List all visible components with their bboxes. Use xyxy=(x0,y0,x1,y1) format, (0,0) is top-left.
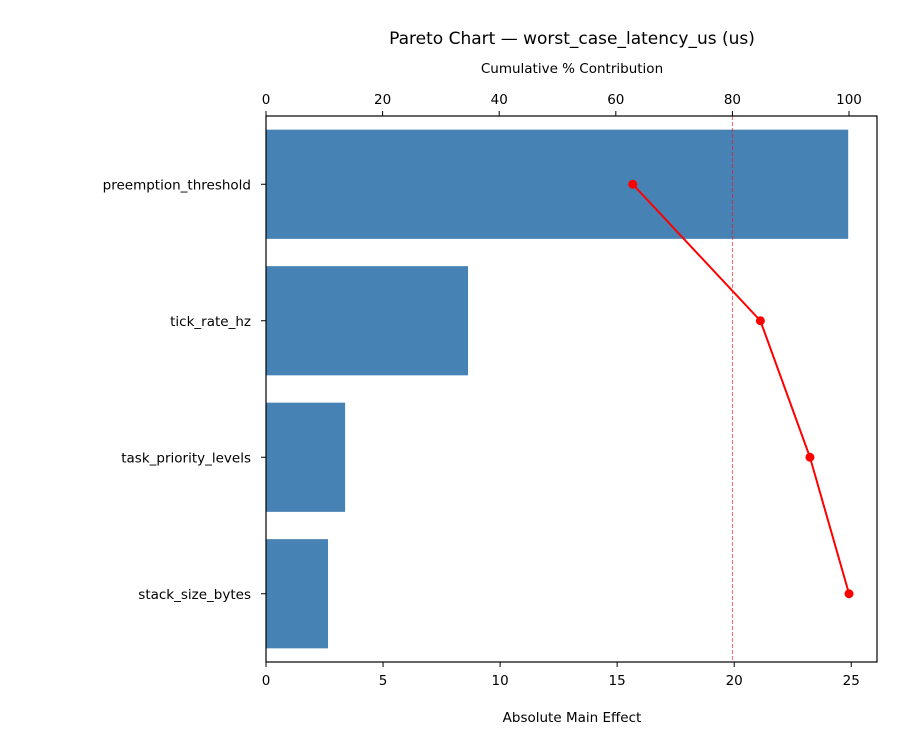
bottom-tick-label: 10 xyxy=(492,673,509,689)
y-tick-label: task_priority_levels xyxy=(121,450,251,466)
cumulative-line xyxy=(628,179,854,599)
bottom-tick-label: 15 xyxy=(609,673,626,689)
y-tick-label: stack_size_bytes xyxy=(138,587,251,603)
bottom-axis-label: Absolute Main Effect xyxy=(503,710,642,726)
top-tick-label: 60 xyxy=(607,92,624,108)
bottom-tick-label: 25 xyxy=(843,673,860,689)
cumulative-point xyxy=(844,589,854,599)
bottom-tick-label: 5 xyxy=(379,673,388,689)
bottom-axis-ticks: 0 5 10 15 20 25 xyxy=(262,662,860,689)
plot-frame xyxy=(265,115,878,663)
bar-tick-rate-hz xyxy=(266,266,469,376)
top-axis-label: Cumulative % Contribution xyxy=(481,61,663,77)
chart-title: Pareto Chart — worst_case_latency_us (us… xyxy=(389,29,755,49)
cumulative-point xyxy=(628,179,638,189)
bar-task-priority-levels xyxy=(266,402,346,512)
bottom-tick-label: 20 xyxy=(726,673,743,689)
y-tick-label: tick_rate_hz xyxy=(170,314,251,330)
top-tick-label: 40 xyxy=(491,92,508,108)
top-tick-label: 80 xyxy=(724,92,741,108)
bar-stack-size-bytes xyxy=(266,539,329,649)
bars xyxy=(266,129,849,649)
top-tick-label: 0 xyxy=(262,92,271,108)
bar-preemption-threshold xyxy=(266,129,849,239)
bottom-tick-label: 0 xyxy=(262,673,271,689)
top-axis-ticks: 0 20 40 60 80 100 xyxy=(262,92,862,116)
cumulative-point xyxy=(755,316,765,326)
cumulative-point xyxy=(805,452,815,462)
top-tick-label: 100 xyxy=(836,92,862,108)
y-tick-label: preemption_threshold xyxy=(103,177,251,193)
top-tick-label: 20 xyxy=(374,92,391,108)
y-axis-ticks: preemption_threshold tick_rate_hz task_pri… xyxy=(103,177,266,603)
